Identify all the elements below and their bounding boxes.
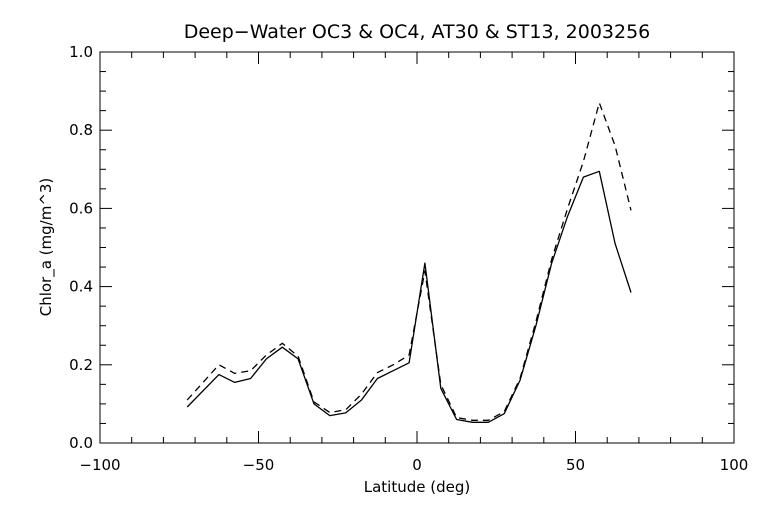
y-axis: 0.0 0.2 0.4 0.6 0.8 1.0	[69, 43, 734, 452]
chart-title: Deep−Water OC3 & OC4, AT30 & ST13, 20032…	[184, 21, 651, 43]
y-tick-label: 1.0	[69, 43, 93, 61]
y-tick-label: 0.2	[69, 356, 93, 374]
x-tick-label: 0	[412, 456, 422, 474]
series-group	[186, 102, 632, 423]
y-tick-label: 0.6	[69, 199, 93, 217]
dashed-series-line	[186, 102, 632, 421]
solid-series-line	[186, 170, 632, 423]
x-tick-label: −100	[79, 456, 120, 474]
y-tick-label: 0.4	[69, 278, 93, 296]
x-axis: −100 −50 0 50 100	[79, 52, 748, 474]
x-tick-label: 50	[566, 456, 585, 474]
x-tick-label: 100	[720, 456, 749, 474]
y-axis-label: Chlor_a (mg/m^3)	[37, 178, 56, 317]
y-tick-label: 0.0	[69, 434, 93, 452]
y-tick-label: 0.8	[69, 121, 93, 139]
x-axis-label: Latitude (deg)	[364, 478, 470, 496]
x-tick-label: −50	[243, 456, 275, 474]
plot-frame	[99, 51, 735, 444]
